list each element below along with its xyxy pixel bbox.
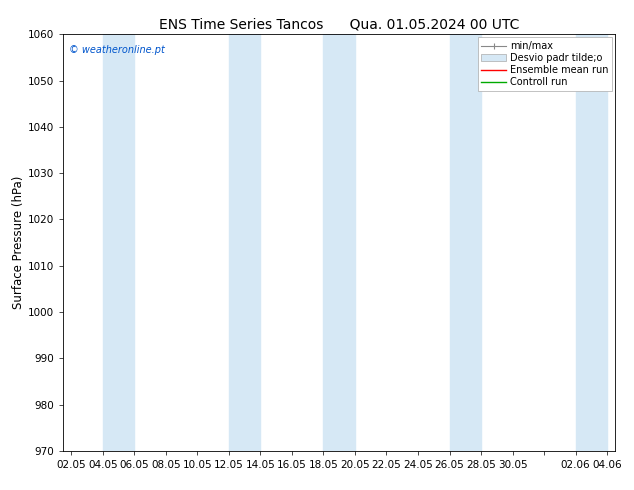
Y-axis label: Surface Pressure (hPa): Surface Pressure (hPa) [12,176,25,309]
Bar [450,34,481,451]
Title: ENS Time Series Tancos      Qua. 01.05.2024 00 UTC: ENS Time Series Tancos Qua. 01.05.2024 0… [159,18,519,32]
Legend: min/max, Desvio padr tilde;o, Ensemble mean run, Controll run: min/max, Desvio padr tilde;o, Ensemble m… [477,37,612,91]
Bar [323,34,355,451]
Text: © weatheronline.pt: © weatheronline.pt [69,45,165,55]
Bar [229,34,261,451]
Bar [576,34,607,451]
Bar [103,34,134,451]
